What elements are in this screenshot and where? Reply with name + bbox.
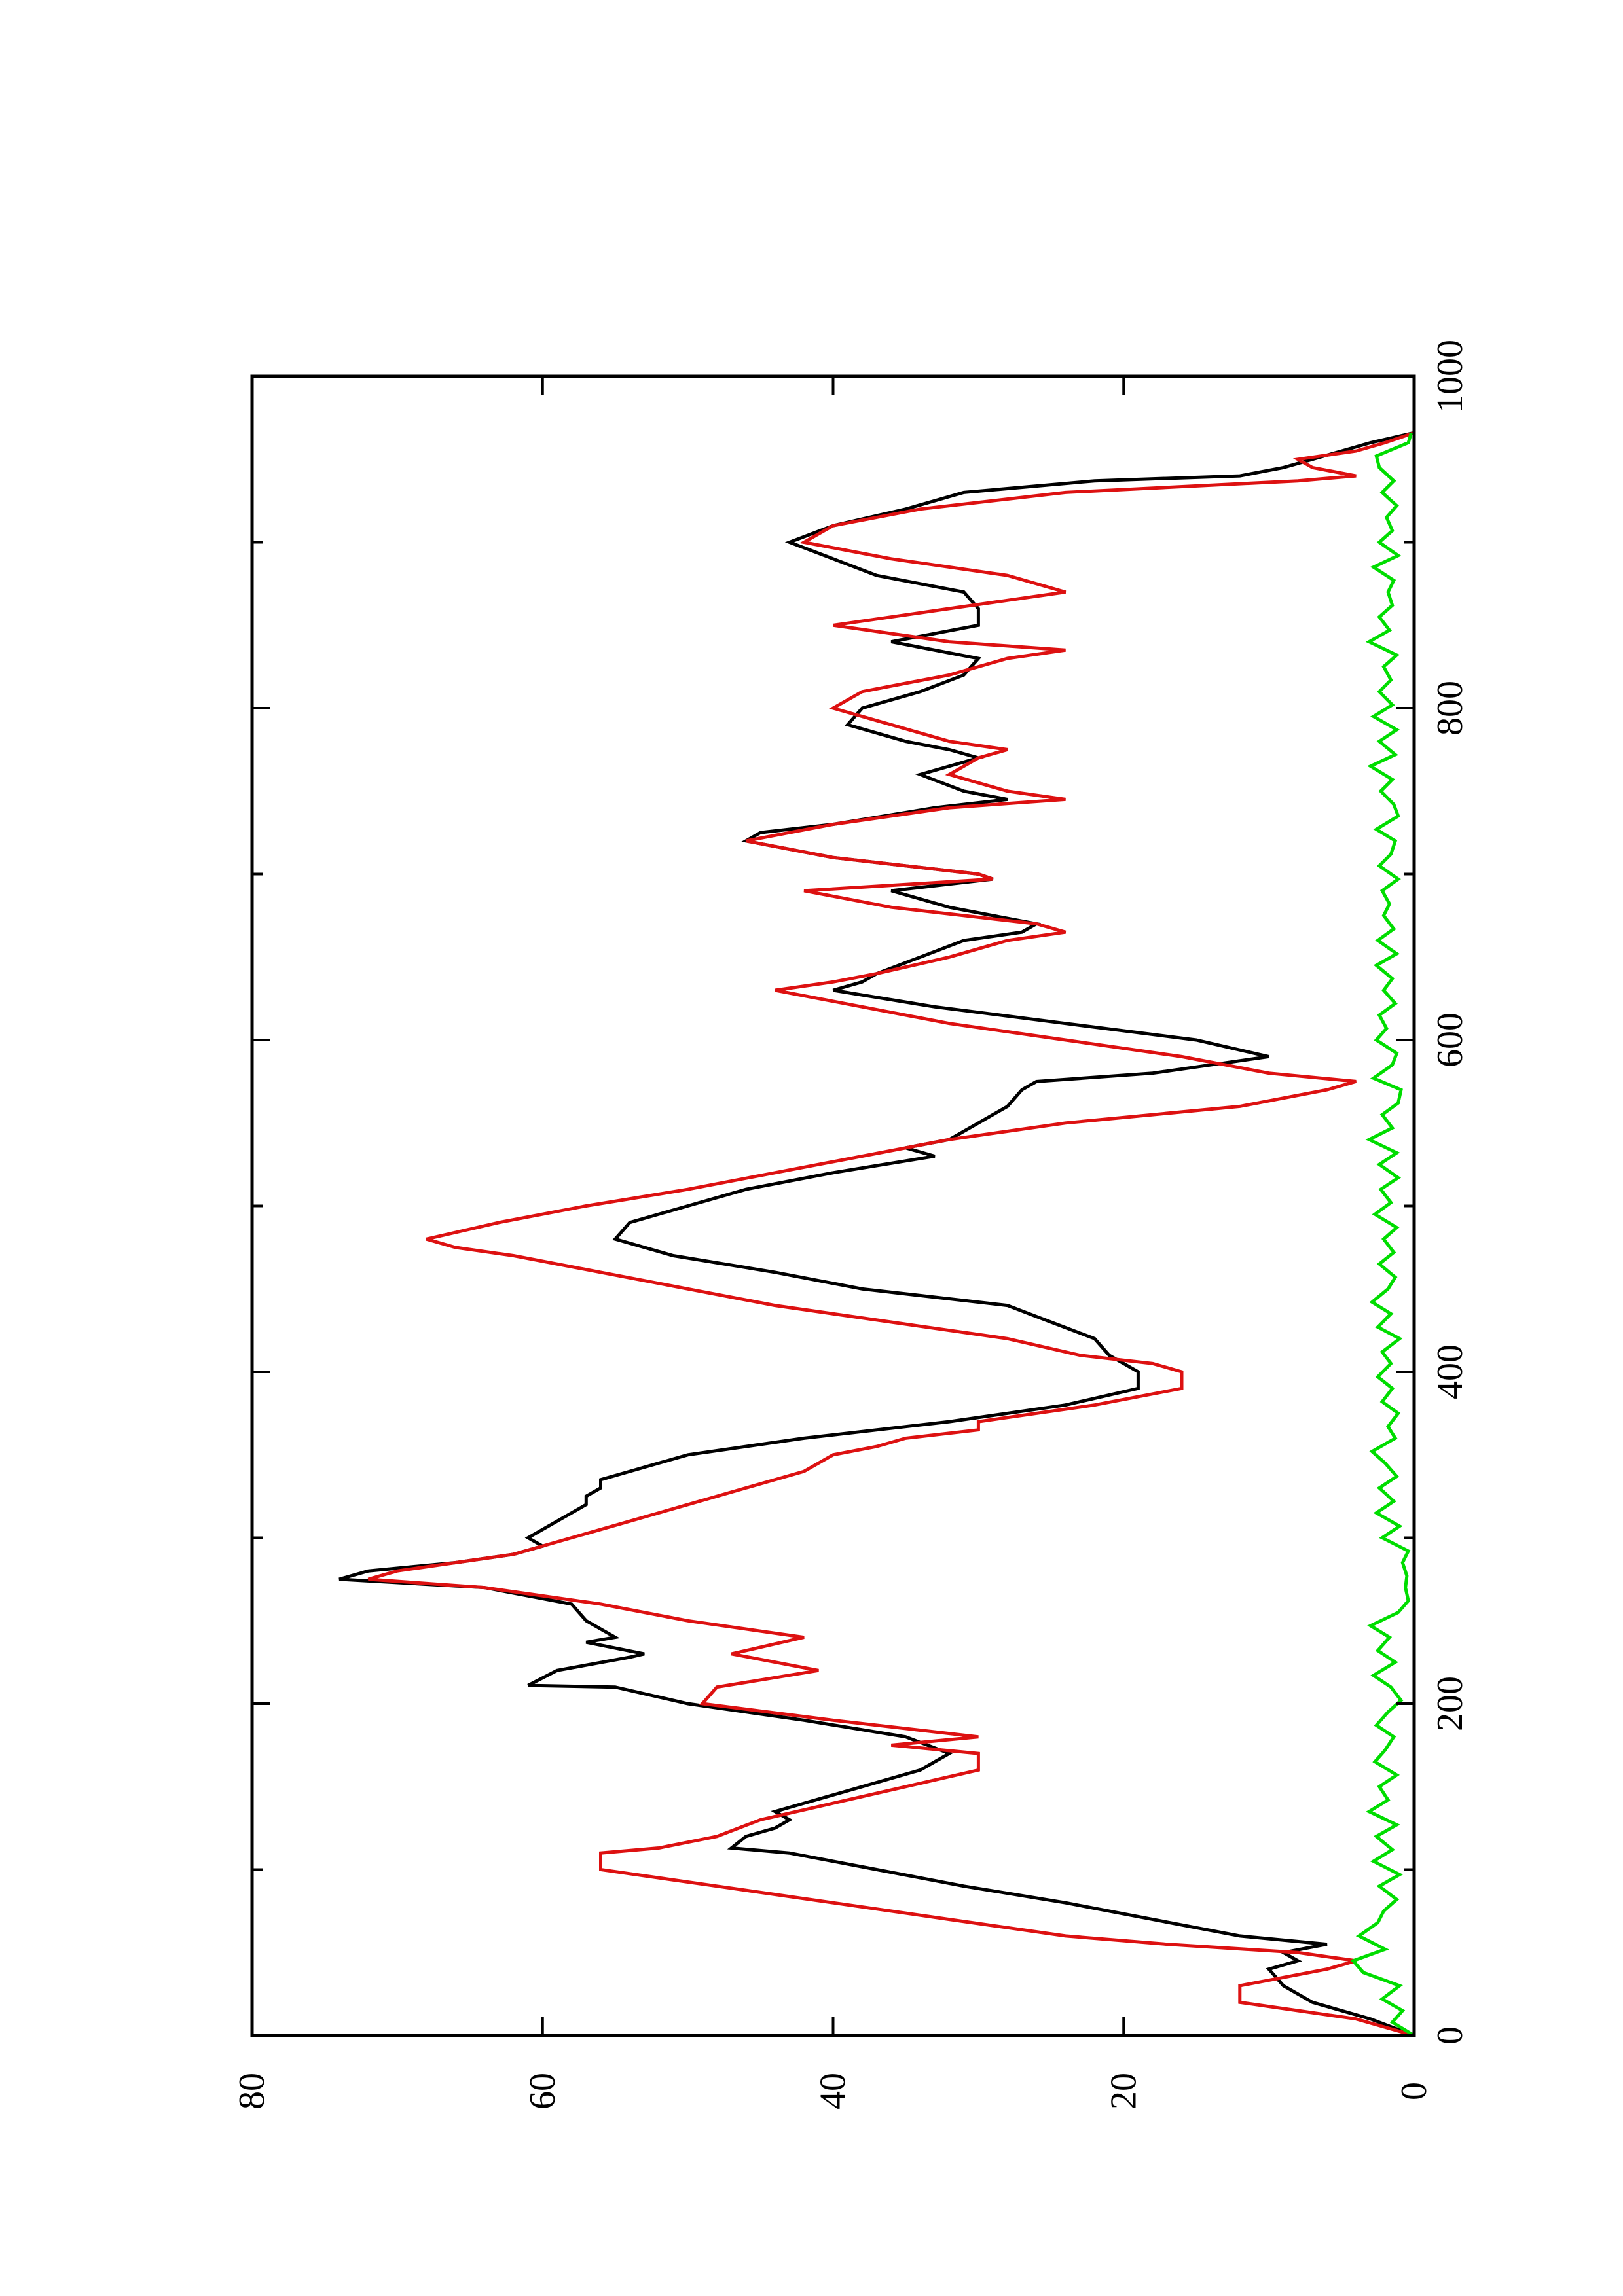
x-tick-label: 1000 [1430,340,1470,413]
y-tick-label: 60 [522,2073,563,2109]
y-tick-label: 20 [1103,2073,1144,2109]
series-line-1 [338,431,1415,2037]
tick-layer [251,375,1415,2037]
x-tick-label: 400 [1430,1344,1470,1399]
series-line-2 [367,431,1415,2037]
y-tick-label: 0 [1394,2082,1434,2100]
x-tick-label: 200 [1430,1676,1470,1731]
series-layer [338,431,1415,2037]
tick-label-layer: 0 200 400 600 800 1000 0 20 40 60 80 [232,340,1470,2109]
x-tick-label: 800 [1430,681,1470,736]
x-tick-label: 0 [1430,2026,1470,2045]
series-line-3 [1350,432,1415,2037]
x-tick-label: 600 [1430,1013,1470,1067]
y-tick-label: 40 [813,2073,854,2109]
y-tick-label: 80 [232,2073,272,2109]
